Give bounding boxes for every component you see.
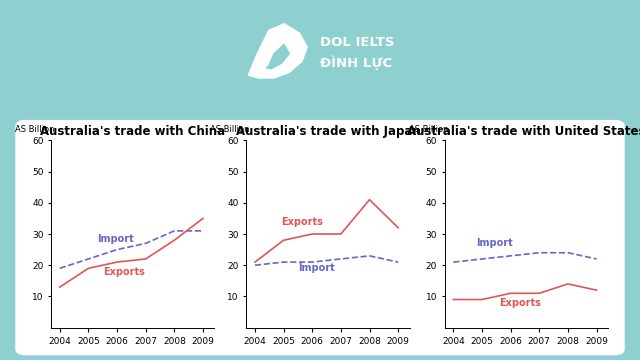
Text: Import: Import	[476, 238, 513, 248]
Text: AS Billion: AS Billion	[409, 125, 449, 134]
Text: AS Billion: AS Billion	[15, 125, 55, 134]
Polygon shape	[248, 24, 307, 78]
Title: Australia's trade with United States: Australia's trade with United States	[407, 125, 640, 138]
Polygon shape	[266, 44, 289, 69]
Title: Australia's trade with China: Australia's trade with China	[40, 125, 225, 138]
Text: Import: Import	[298, 264, 335, 274]
Text: ĐÌNH LỰC: ĐÌNH LỰC	[320, 56, 392, 70]
Text: DOL IELTS: DOL IELTS	[320, 36, 394, 49]
Text: Import: Import	[97, 234, 134, 244]
Text: AS Billion: AS Billion	[211, 125, 250, 134]
Text: Exports: Exports	[281, 217, 323, 227]
Text: Exports: Exports	[103, 266, 145, 276]
Title: Australia's trade with Japan: Australia's trade with Japan	[236, 125, 420, 138]
Text: Exports: Exports	[499, 298, 541, 308]
